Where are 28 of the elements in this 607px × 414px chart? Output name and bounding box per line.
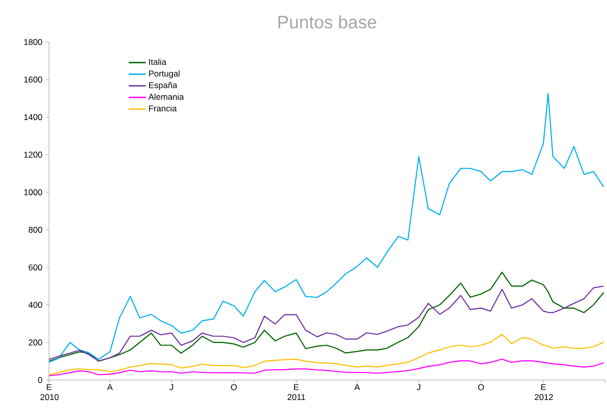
y-tick-label: 1200: [24, 152, 42, 158]
legend-label: Alemania: [148, 94, 184, 100]
x-tick-label: E 2011: [288, 384, 306, 400]
y-tick-label: 0: [38, 376, 42, 384]
x-tick-label: E 2010: [40, 384, 59, 400]
line-series: [48, 286, 604, 362]
x-tick-label: E 2012: [534, 384, 553, 400]
line-series: [48, 93, 604, 363]
y-tick-label: 1400: [24, 114, 42, 120]
y-tick-label: 400: [28, 302, 42, 308]
x-tick-label: A: [107, 384, 113, 390]
x-tick-label: A: [354, 384, 360, 390]
y-tick-label: 600: [28, 264, 42, 270]
legend-label: Francia: [149, 105, 177, 112]
y-tick-label: 1600: [24, 76, 42, 83]
legend-label: Italia: [149, 58, 166, 65]
chart-title: Puntos base: [278, 15, 376, 28]
y-tick-label: 200: [28, 339, 42, 346]
y-tick-label: 1000: [24, 189, 42, 196]
x-tick-label: O: [230, 384, 237, 390]
y-tick-label: 1800: [24, 38, 42, 45]
y-tick-label: 800: [28, 226, 42, 233]
x-tick-label: J: [416, 384, 420, 390]
legend-label: España: [149, 82, 178, 90]
line-series: [48, 272, 604, 362]
legend-label: Portugal: [149, 70, 180, 78]
x-tick-label: J: [170, 384, 174, 390]
x-tick-label: O: [478, 384, 484, 390]
